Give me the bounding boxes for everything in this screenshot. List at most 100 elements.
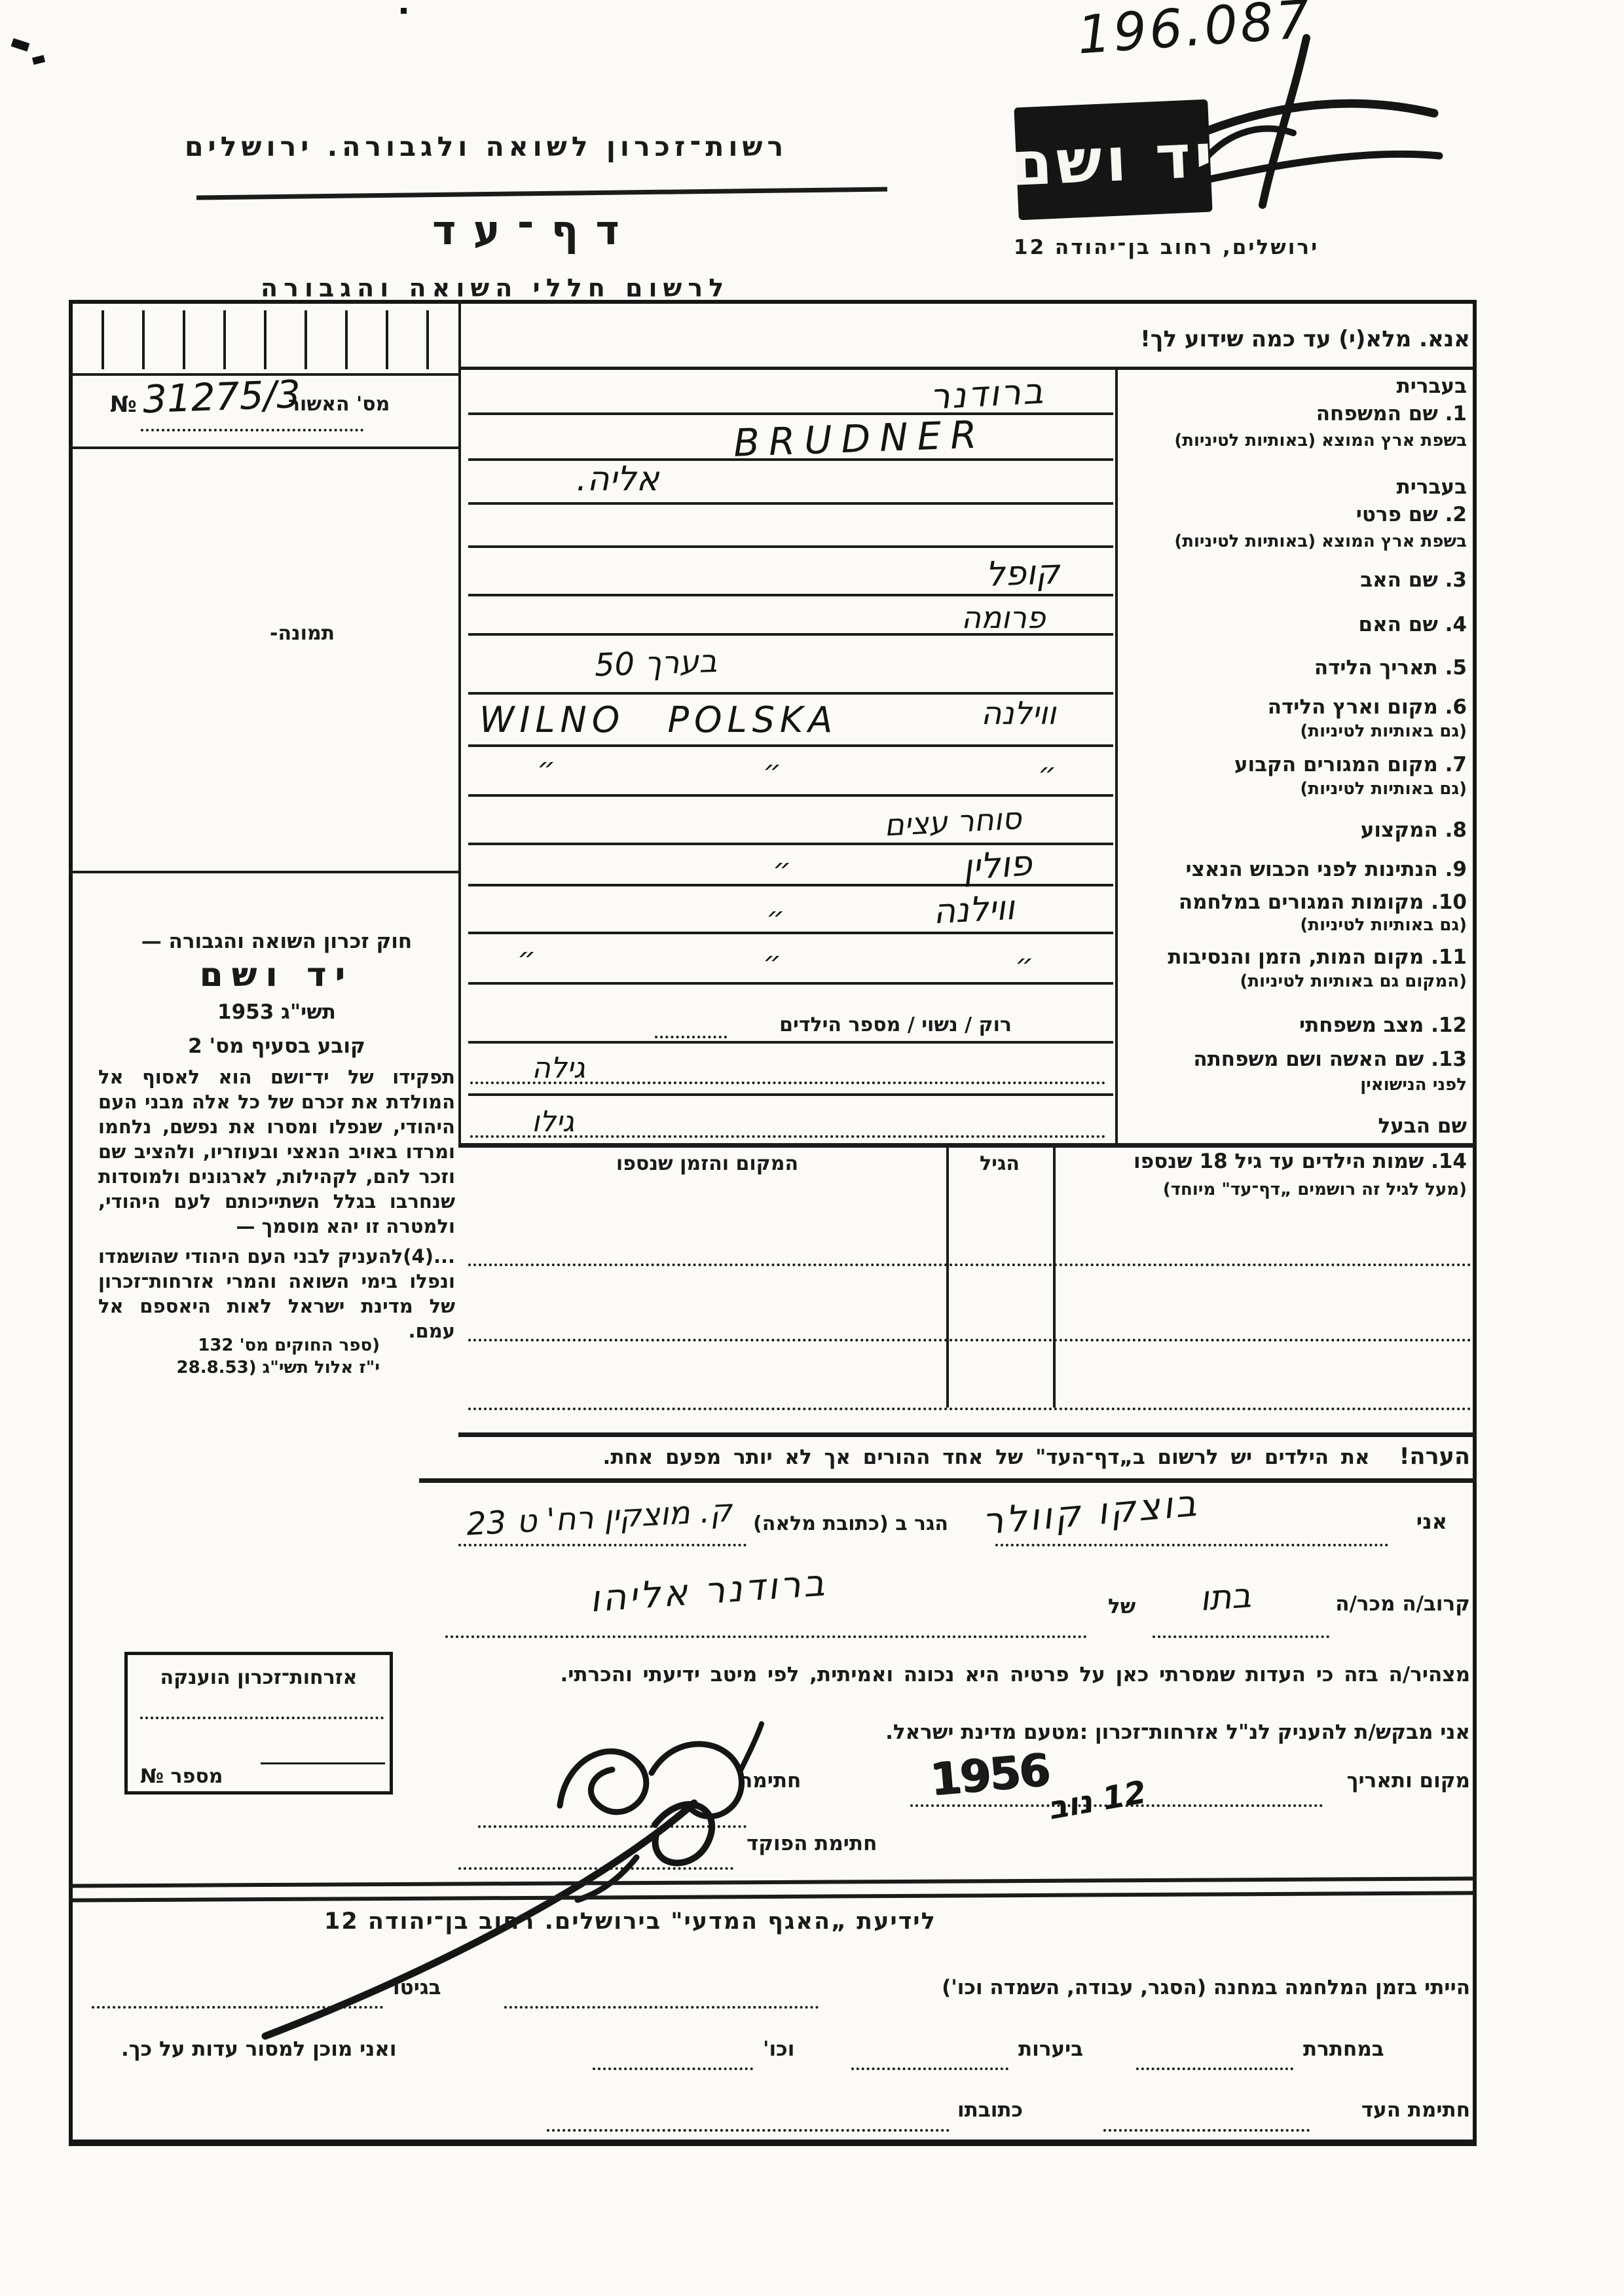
scan-speck (31, 54, 46, 65)
relation-dotted-line (1153, 1635, 1329, 1638)
field-3-value: קופל (984, 553, 1061, 594)
field-2-label: 2. שם פרטי (1356, 503, 1467, 526)
ditto-mark: ״ (1038, 757, 1057, 790)
ditto-mark: ״ (763, 945, 782, 979)
field-1-sub-label: בשפת ארץ המוצא (באותיות לטיניות) (1174, 431, 1467, 450)
law-logo-text: יד ושם (199, 956, 354, 994)
field-7-sub-label: (גם באותיות לטיניות) (1300, 779, 1467, 799)
children-table-top-rule (458, 1143, 1477, 1148)
field-11-sub-label: (המקום גם באותיות לטיניות) (1240, 972, 1467, 991)
forests-dotted-line (851, 2068, 1008, 2070)
law-body-paragraph: תפקידו של יד־ושם הוא לאסוף אל המולדת את … (98, 1066, 455, 1237)
approval-bottom-rule (69, 446, 458, 449)
field-9-label: 9. הנתינות לפני הכבוש הנאצי (1185, 858, 1467, 881)
attention-line: לידיעת „האגף המדעי" בירושלים. רחוב בן־יה… (324, 1908, 936, 1935)
children-table-row-line (468, 1264, 1471, 1266)
war-camp-line: הייתי בזמן המלחמה במחנה (הסגר, עבודה, הש… (942, 1976, 1470, 1999)
approval-dotted-line (141, 429, 363, 431)
form-subtitle: לרשום חללי השואה והגבורה (261, 274, 730, 302)
forests-label: ביערות (1018, 2037, 1084, 2061)
clerk-signature-label: חתימת הפוקד (747, 1832, 877, 1855)
field-13-label: 13. שם האשה ושם משפחתה (1193, 1048, 1467, 1071)
write-line (468, 412, 1113, 415)
org-title: רשות־זכרון לשואה ולגבורה. ירושלים (185, 131, 788, 162)
signature-label: חתימה (739, 1769, 802, 1793)
camp-dotted-line (504, 2006, 819, 2009)
children-table-names-subheader: (מעל לגיל זה רושמים „דף־עד" מיוחד) (1162, 1180, 1467, 1199)
underground-dotted-line (1136, 2068, 1293, 2070)
field-1-pre-label: בעברית (1396, 374, 1467, 398)
field-8-value: סוחר עצים (883, 800, 1023, 843)
marital-dotted-leader (655, 1036, 727, 1038)
field-8-label: 8. המקצוע (1360, 818, 1467, 842)
ditto-mark: ״ (537, 752, 556, 785)
write-line (468, 932, 1113, 934)
write-line (468, 982, 1113, 985)
write-line (468, 458, 1113, 461)
note-bottom-rule (419, 1478, 1477, 1483)
approval-number-label: מס' האשור (288, 393, 390, 416)
write-line (468, 633, 1113, 636)
law-clause4-paragraph: ...(4)להעניק לבני העם היהודי שהושמדו ונפ… (98, 1245, 455, 1342)
witness-address-bottom-dotted (547, 2129, 950, 2132)
witness-address-bottom-label: כתובתו (957, 2098, 1024, 2122)
law-ref-line2: י"ז אלול תשי"ג (28.8.53 (176, 1358, 380, 1377)
husband-name-value: גילו (532, 1105, 574, 1139)
photo-label: תמונה- (270, 622, 335, 645)
labels-column-divider (1115, 367, 1118, 1144)
scan-speck (401, 8, 407, 14)
witness-signature-scrawl-icon (557, 1721, 764, 1819)
note-text: את הילדים יש לרשום ב„דף־העד" של אחד ההור… (602, 1446, 1370, 1469)
scan-speck (10, 38, 30, 52)
field-6-value-latin: WILNO POLSKA (479, 699, 838, 740)
date-stamp-year: 1956 (927, 1744, 1051, 1806)
field-2-sub-label: בשפת ארץ המוצא (באותיות לטיניות) (1174, 532, 1467, 551)
photo-bottom-rule (69, 871, 458, 873)
ditto-mark: ״ (766, 901, 785, 934)
field-3-label: 3. שם האב (1360, 568, 1467, 592)
field-10-sub-label: (גם באותיות לטיניות) (1300, 915, 1467, 935)
children-table-age-header: הגיל (980, 1152, 1020, 1175)
witness-signature-bottom-label: חתימת העד (1361, 2098, 1470, 2122)
law-title: חוק זכרון השואה והגבורה — (141, 930, 413, 953)
children-table-col-divider (1053, 1143, 1056, 1408)
write-line (468, 594, 1113, 596)
field-5-label: 5. תאריך הלידה (1314, 656, 1467, 680)
index-tick-strip (79, 310, 429, 369)
field-1-value-latin: BRUDNER (732, 412, 987, 465)
etc-dotted-line (593, 2068, 753, 2070)
field-10-label: 10. מקומות המגורים במלחמה (1178, 890, 1467, 914)
field-11-label: 11. מקום המות, הזמן והנסיבות (1168, 945, 1467, 969)
yad-vashem-logo-text: יד ושם (1008, 120, 1218, 200)
write-line (468, 794, 1113, 797)
citizenship-number-line (261, 1762, 385, 1764)
citizenship-request: אני מבקש/ת להעניק לנ"ל אזרחות־זכרון :מטע… (885, 1721, 1470, 1744)
logo-address: ירושלים, רחוב בן־יהודה 12 (1014, 236, 1320, 259)
write-line (468, 692, 1113, 695)
clerk-signature-dotted-line (458, 1867, 733, 1870)
citizenship-granted-box (124, 1652, 393, 1795)
field-13-sub-label: לפני הנישואין (1360, 1075, 1467, 1095)
law-year: תשי"ג 1953 (217, 1000, 336, 1024)
children-table-row-line (468, 1408, 1471, 1410)
tick-strip-bottom-rule (69, 373, 458, 376)
ghetto-label: בגיטו (393, 1976, 441, 1999)
approval-number-sign: № (110, 392, 137, 418)
field-1-label: 1. שם המשפחה (1316, 402, 1467, 426)
citizenship-box-title: אזרחות־זכרון הוענקה (160, 1666, 358, 1689)
subject-name-dotted-line (445, 1635, 1087, 1638)
write-line (468, 843, 1113, 845)
field-2-pre-label: בעברית (1396, 475, 1467, 499)
marital-status-options: רוק / נשוי / מספר הילדים (779, 1013, 1012, 1036)
children-table-bottom-rule (458, 1432, 1477, 1437)
law-clause-intro: קובע בסעיף מס' 2 (188, 1034, 365, 1058)
left-column-divider (458, 300, 461, 1144)
field-4-label: 4. שם האם (1358, 613, 1467, 636)
declaration-statement: מצהיר/ה בזה כי העדות שמסרתי כאן על פרטיה… (560, 1663, 1470, 1686)
form-border (69, 300, 1477, 2146)
fill-note-rule (458, 367, 1477, 370)
underground-label: במחתרת (1303, 2037, 1384, 2061)
witness-name-dotted-line (995, 1544, 1388, 1546)
org-title-underline (196, 187, 888, 200)
